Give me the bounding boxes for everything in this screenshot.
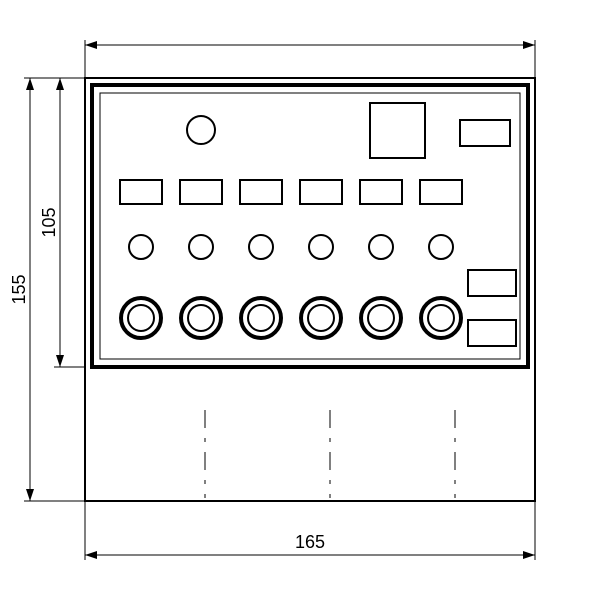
arrowhead <box>85 41 97 49</box>
top-square <box>370 103 425 158</box>
technical-drawing: 165 155 105 <box>0 0 600 600</box>
small-circle-2 <box>249 235 273 259</box>
dim-label-155: 155 <box>9 274 29 304</box>
top-right-rect <box>460 120 510 146</box>
row-rect-2 <box>240 180 282 204</box>
arrowhead <box>56 355 64 367</box>
arrowhead <box>26 78 34 90</box>
arrowhead <box>523 551 535 559</box>
row-rect-3 <box>300 180 342 204</box>
small-circle-0 <box>129 235 153 259</box>
small-circle-3 <box>309 235 333 259</box>
small-circle-4 <box>369 235 393 259</box>
dim-label-165: 165 <box>295 532 325 552</box>
arrowhead <box>85 551 97 559</box>
row-rect-1 <box>180 180 222 204</box>
side-rect-0 <box>468 270 516 296</box>
side-rect-1 <box>468 320 516 346</box>
top-circle <box>187 116 215 144</box>
arrowhead <box>56 78 64 90</box>
row-rect-5 <box>420 180 462 204</box>
row-rect-4 <box>360 180 402 204</box>
row-rect-0 <box>120 180 162 204</box>
small-circle-5 <box>429 235 453 259</box>
small-circle-1 <box>189 235 213 259</box>
arrowhead <box>26 489 34 501</box>
dim-label-105: 105 <box>39 207 59 237</box>
arrowhead <box>523 41 535 49</box>
